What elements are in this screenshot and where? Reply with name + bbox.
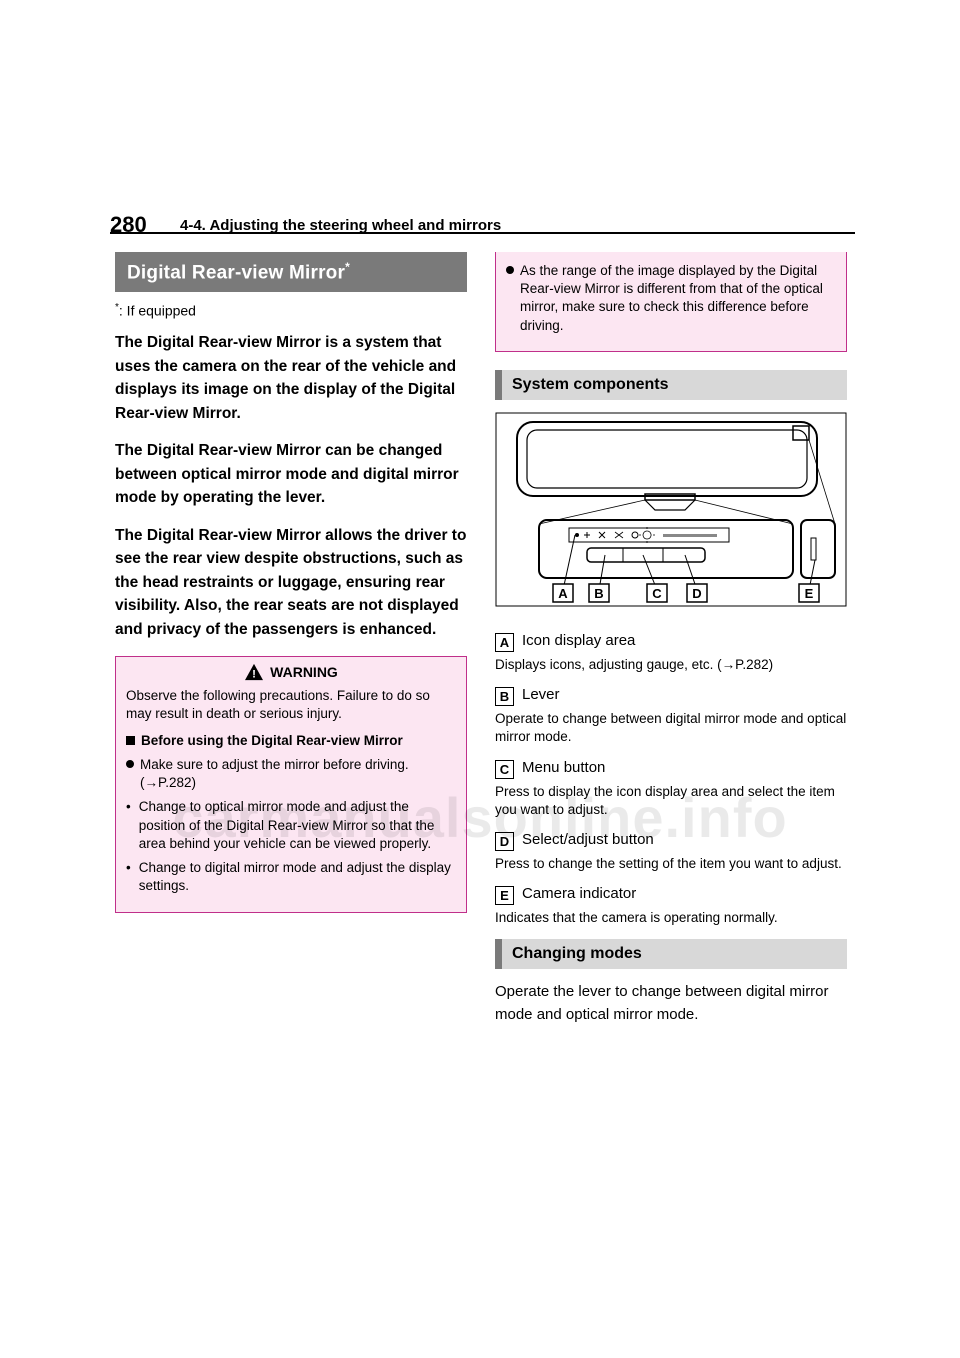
warning-sub-text: Before using the Digital Rear-view Mirro… <box>141 732 403 750</box>
label-text-B: Lever <box>522 686 560 703</box>
component-C: C Menu button <box>495 759 847 779</box>
left-column: Digital Rear-view Mirror* *: If equipped… <box>115 252 467 913</box>
page-number: 280 <box>110 212 147 238</box>
warning-bullet-1: Make sure to adjust the mirror before dr… <box>126 756 456 792</box>
svg-text:E: E <box>805 586 814 601</box>
label-text-E: Camera indicator <box>522 885 636 902</box>
dash-bullet-icon: • <box>126 798 131 853</box>
warning-box-continued: As the range of the image displayed by t… <box>495 252 847 352</box>
label-text-C: Menu button <box>522 759 605 776</box>
square-bullet-icon <box>126 736 135 745</box>
warning-subhead: Before using the Digital Rear-view Mirro… <box>126 732 456 750</box>
component-E: E Camera indicator <box>495 885 847 905</box>
right-column: As the range of the image displayed by t… <box>495 252 847 1026</box>
warning-box: ! WARNING Observe the following precauti… <box>115 656 467 913</box>
warning-dash-1: • Change to optical mirror mode and adju… <box>126 798 456 853</box>
label-box-D: D <box>495 832 514 851</box>
label-text-A: Icon display area <box>522 632 635 649</box>
warning-cont-bullet: As the range of the image displayed by t… <box>506 262 836 335</box>
mirror-diagram: A B C D E <box>495 412 847 607</box>
warning-label: WARNING <box>270 664 338 680</box>
intro-p3: The Digital Rear-view Mirror allows the … <box>115 524 467 642</box>
svg-text:!: ! <box>252 668 256 680</box>
subsection-components: System components <box>495 370 847 400</box>
component-E-desc: Indicates that the camera is operating n… <box>495 909 847 927</box>
footnote-text: : If equipped <box>119 303 196 319</box>
warning-header: ! WARNING <box>126 663 456 681</box>
svg-text:B: B <box>594 586 603 601</box>
intro-p1: The Digital Rear-view Mirror is a system… <box>115 331 467 425</box>
warning-dash-2: • Change to digital mirror mode and adju… <box>126 859 456 895</box>
topic-title-sup: * <box>345 260 350 274</box>
modes-text: Operate the lever to change between digi… <box>495 981 847 1026</box>
label-box-A: A <box>495 633 514 652</box>
component-B-desc: Operate to change between digital mirror… <box>495 710 847 746</box>
warning-intro: Observe the following precautions. Failu… <box>126 687 456 724</box>
label-box-B: B <box>495 687 514 706</box>
label-box-E: E <box>495 886 514 905</box>
warning-cont-text: As the range of the image displayed by t… <box>520 262 836 335</box>
bullet-icon <box>126 760 134 768</box>
topic-title: Digital Rear-view Mirror <box>127 262 345 283</box>
dash-bullet-icon: • <box>126 859 131 895</box>
footnote: *: If equipped <box>115 302 467 319</box>
intro-block: The Digital Rear-view Mirror is a system… <box>115 331 467 642</box>
subsection-modes: Changing modes <box>495 939 847 969</box>
svg-text:A: A <box>558 586 568 601</box>
label-box-C: C <box>495 760 514 779</box>
component-B: B Lever <box>495 686 847 706</box>
label-text-D: Select/adjust button <box>522 831 654 848</box>
topic-title-bar: Digital Rear-view Mirror* <box>115 252 467 292</box>
manual-page: { "page_number": "280", "section_header"… <box>0 0 960 1358</box>
svg-text:D: D <box>692 586 701 601</box>
warning-icon: ! <box>244 663 264 681</box>
warning-dash-1-text: Change to optical mirror mode and adjust… <box>139 798 456 853</box>
intro-p2: The Digital Rear-view Mirror can be chan… <box>115 439 467 510</box>
component-C-desc: Press to display the icon display area a… <box>495 783 847 819</box>
svg-text:C: C <box>652 586 662 601</box>
header-rule <box>110 232 855 234</box>
warning-bullet-1-text: Make sure to adjust the mirror before dr… <box>140 756 456 792</box>
component-D: D Select/adjust button <box>495 831 847 851</box>
warning-dash-2-text: Change to digital mirror mode and adjust… <box>139 859 456 895</box>
component-A: A Icon display area <box>495 632 847 652</box>
component-D-desc: Press to change the setting of the item … <box>495 855 847 873</box>
component-A-desc: Displays icons, adjusting gauge, etc. (→… <box>495 656 847 674</box>
bullet-icon <box>506 266 514 274</box>
